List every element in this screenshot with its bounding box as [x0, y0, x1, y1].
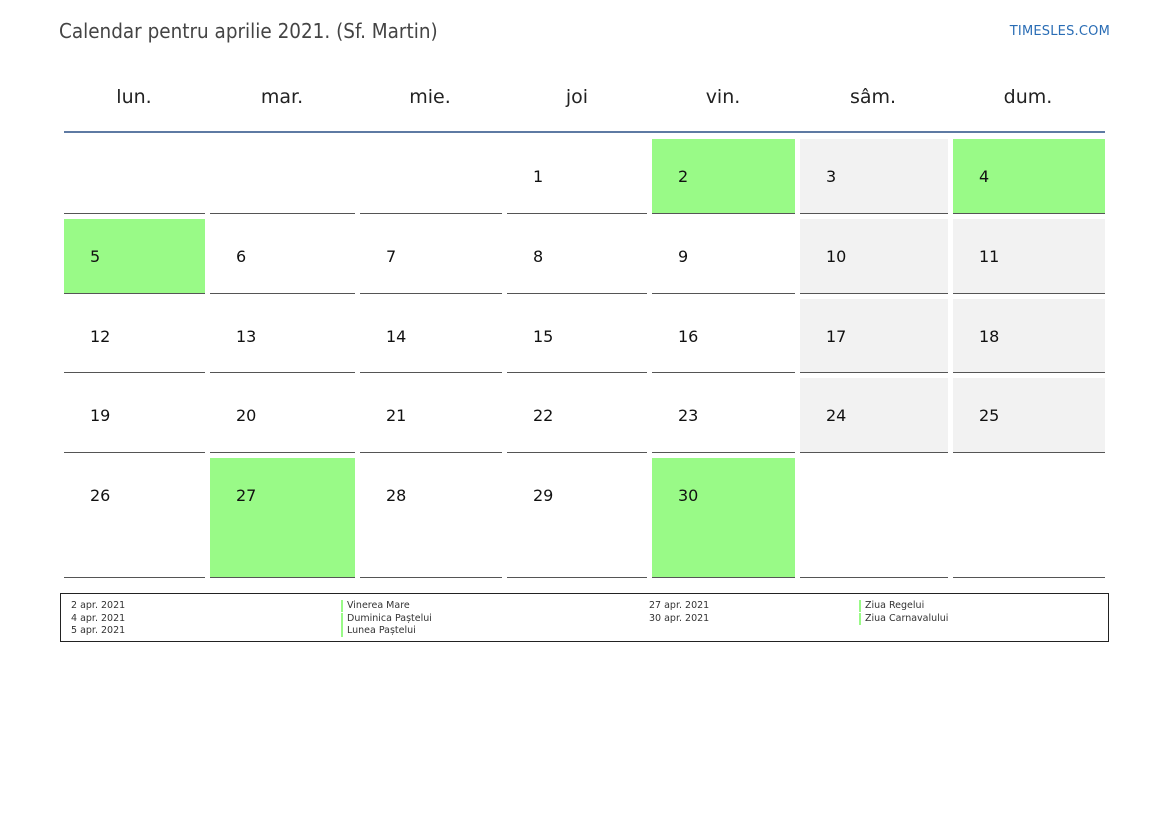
day-number: 1 [533, 167, 544, 186]
day-cell[interactable]: 20 [210, 378, 355, 453]
day-cell[interactable]: 21 [360, 378, 502, 453]
day-number: 14 [386, 327, 407, 346]
legend-holiday-name: Vinerea Mare [341, 600, 410, 612]
legend-date: 2 apr. 2021 [71, 600, 126, 611]
weekday-label: mie. [409, 86, 451, 108]
day-number: 2 [678, 167, 689, 186]
legend-holiday-label: Duminica Paștelui [347, 612, 432, 624]
empty-day-cell [360, 139, 502, 214]
day-cell[interactable]: 25 [953, 378, 1105, 453]
day-number: 17 [826, 327, 847, 346]
day-cell[interactable]: 24 [800, 378, 948, 453]
weekday-label: joi [565, 86, 589, 108]
day-number: 3 [826, 167, 837, 186]
day-cell[interactable]: 4 [953, 139, 1105, 214]
legend-holiday-label: Ziua Carnavalului [865, 612, 949, 624]
day-number: 22 [533, 406, 554, 425]
empty-day-cell [210, 139, 355, 214]
day-number: 15 [533, 327, 554, 346]
day-number: 9 [678, 247, 689, 266]
holiday-color-marker [341, 612, 343, 625]
weekday-label: dum. [1003, 86, 1053, 108]
weekday-label: mar. [260, 86, 304, 108]
legend-holiday-label: Lunea Paștelui [347, 625, 416, 636]
day-cell[interactable]: 28 [360, 458, 502, 578]
weekday-label: sâm. [849, 86, 897, 108]
holiday-color-marker [859, 612, 861, 625]
day-number: 10 [826, 247, 847, 266]
day-number: 12 [90, 327, 111, 346]
empty-day-cell [800, 458, 948, 578]
legend-date: 27 apr. 2021 [649, 600, 710, 611]
day-cell[interactable]: 30 [652, 458, 795, 578]
legend-holiday-name: Duminica Paștelui [341, 612, 432, 625]
holiday-color-marker [341, 600, 343, 612]
day-cell[interactable]: 10 [800, 219, 948, 294]
day-cell[interactable]: 26 [64, 458, 205, 578]
holiday-color-marker [341, 625, 343, 637]
day-cell[interactable]: 6 [210, 219, 355, 294]
empty-day-cell [64, 139, 205, 214]
day-cell[interactable]: 5 [64, 219, 205, 294]
day-cell[interactable]: 12 [64, 299, 205, 373]
day-number: 8 [533, 247, 544, 266]
day-cell[interactable]: 1 [507, 139, 647, 214]
empty-day-cell [953, 458, 1105, 578]
day-number: 23 [678, 406, 699, 425]
day-cell[interactable]: 7 [360, 219, 502, 294]
day-number: 5 [90, 247, 101, 266]
day-cell[interactable]: 13 [210, 299, 355, 373]
header-divider [64, 131, 1105, 133]
day-number: 30 [678, 486, 699, 505]
day-cell[interactable]: 14 [360, 299, 502, 373]
day-number: 28 [386, 486, 407, 505]
legend-date: 30 apr. 2021 [649, 612, 710, 624]
weekday-label: lun. [116, 86, 152, 108]
day-cell[interactable]: 15 [507, 299, 647, 373]
day-number: 25 [979, 406, 1000, 425]
day-cell[interactable]: 23 [652, 378, 795, 453]
legend-date: 5 apr. 2021 [71, 625, 126, 636]
day-cell[interactable]: 18 [953, 299, 1105, 373]
day-cell[interactable]: 9 [652, 219, 795, 294]
page-title: Calendar pentru aprilie 2021. (Sf. Marti… [59, 19, 438, 43]
day-cell[interactable]: 19 [64, 378, 205, 453]
legend-holiday-name: Ziua Regelui [859, 600, 925, 612]
day-cell[interactable]: 11 [953, 219, 1105, 294]
day-cell[interactable]: 8 [507, 219, 647, 294]
legend-date: 4 apr. 2021 [71, 612, 126, 624]
day-cell[interactable]: 27 [210, 458, 355, 578]
day-number: 20 [236, 406, 257, 425]
weekday-label: vin. [705, 86, 741, 108]
holiday-legend: 2 apr. 2021 Vinerea Mare 4 apr. 2021 Dumini… [60, 593, 1109, 642]
day-number: 13 [236, 327, 257, 346]
day-cell[interactable]: 3 [800, 139, 948, 214]
day-cell[interactable]: 2 [652, 139, 795, 214]
day-number: 24 [826, 406, 847, 425]
day-number: 7 [386, 247, 397, 266]
day-number: 29 [533, 486, 554, 505]
legend-holiday-name: Lunea Paștelui [341, 625, 416, 637]
day-number: 19 [90, 406, 111, 425]
day-number: 27 [236, 486, 257, 505]
legend-holiday-label: Ziua Regelui [865, 600, 925, 611]
day-number: 18 [979, 327, 1000, 346]
day-number: 16 [678, 327, 699, 346]
day-cell[interactable]: 16 [652, 299, 795, 373]
day-number: 21 [386, 406, 407, 425]
legend-holiday-name: Ziua Carnavalului [859, 612, 949, 625]
brand-link[interactable]: TIMESLES.COM [1009, 24, 1110, 39]
day-number: 11 [979, 247, 1000, 266]
day-cell[interactable]: 29 [507, 458, 647, 578]
day-number: 4 [979, 167, 990, 186]
day-number: 6 [236, 247, 247, 266]
holiday-color-marker [859, 600, 861, 612]
day-cell[interactable]: 17 [800, 299, 948, 373]
day-cell[interactable]: 22 [507, 378, 647, 453]
day-number: 26 [90, 486, 111, 505]
legend-holiday-label: Vinerea Mare [347, 600, 410, 611]
